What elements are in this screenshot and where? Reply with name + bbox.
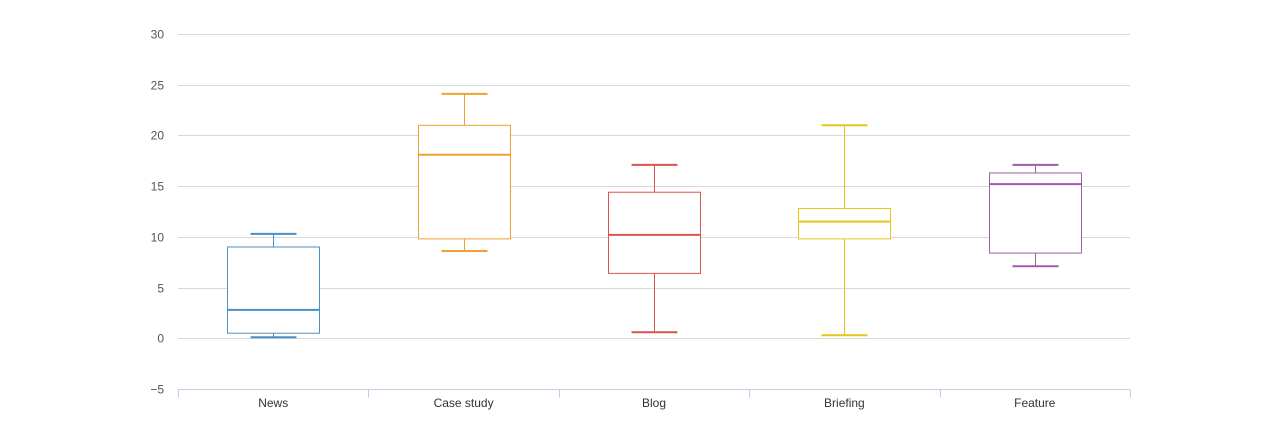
y-tick-label: 20 — [151, 129, 165, 143]
y-tick-label: 5 — [157, 282, 164, 296]
y-tick-label: 25 — [151, 79, 165, 93]
y-axis-tick-labels: −5 0 5 10 15 20 25 30 — [150, 28, 164, 397]
y-tick-label: 0 — [157, 332, 164, 346]
y-tick-label: 30 — [151, 28, 165, 42]
y-tick-label: 15 — [151, 180, 165, 194]
x-axis: News Case study Blog Briefing Feature — [178, 389, 1131, 410]
box-briefing — [798, 124, 891, 337]
iqr-box — [227, 246, 320, 334]
y-tick-label: 10 — [151, 231, 165, 245]
box-case-study — [418, 92, 511, 253]
x-tick-label: Case study — [434, 396, 494, 410]
x-tick-label: News — [258, 396, 288, 410]
x-tick-label: Briefing — [824, 396, 865, 410]
x-tick-label: Feature — [1014, 396, 1056, 410]
box-blog — [608, 163, 701, 334]
box-news — [227, 232, 320, 339]
iqr-box — [418, 124, 511, 240]
y-tick-label: −5 — [150, 383, 164, 397]
box-feature — [989, 163, 1082, 268]
iqr-box — [989, 172, 1082, 254]
iqr-box — [798, 207, 891, 240]
box-series — [227, 92, 1082, 339]
x-tick-label: Blog — [642, 396, 666, 410]
iqr-box — [608, 191, 701, 274]
